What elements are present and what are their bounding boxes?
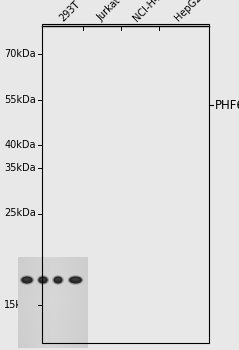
Text: 40kDa: 40kDa [4,140,36,150]
Text: 55kDa: 55kDa [4,95,36,105]
Text: 293T: 293T [57,0,82,23]
Text: 35kDa: 35kDa [4,163,36,173]
Text: 15kDa: 15kDa [4,300,36,309]
Text: NCI-H460: NCI-H460 [131,0,171,23]
Text: PHF6: PHF6 [214,98,239,112]
Text: 70kDa: 70kDa [4,49,36,59]
Text: 25kDa: 25kDa [4,209,36,218]
Text: HepG2: HepG2 [173,0,204,23]
Bar [42,25,209,343]
Text: Jurkat: Jurkat [96,0,123,23]
